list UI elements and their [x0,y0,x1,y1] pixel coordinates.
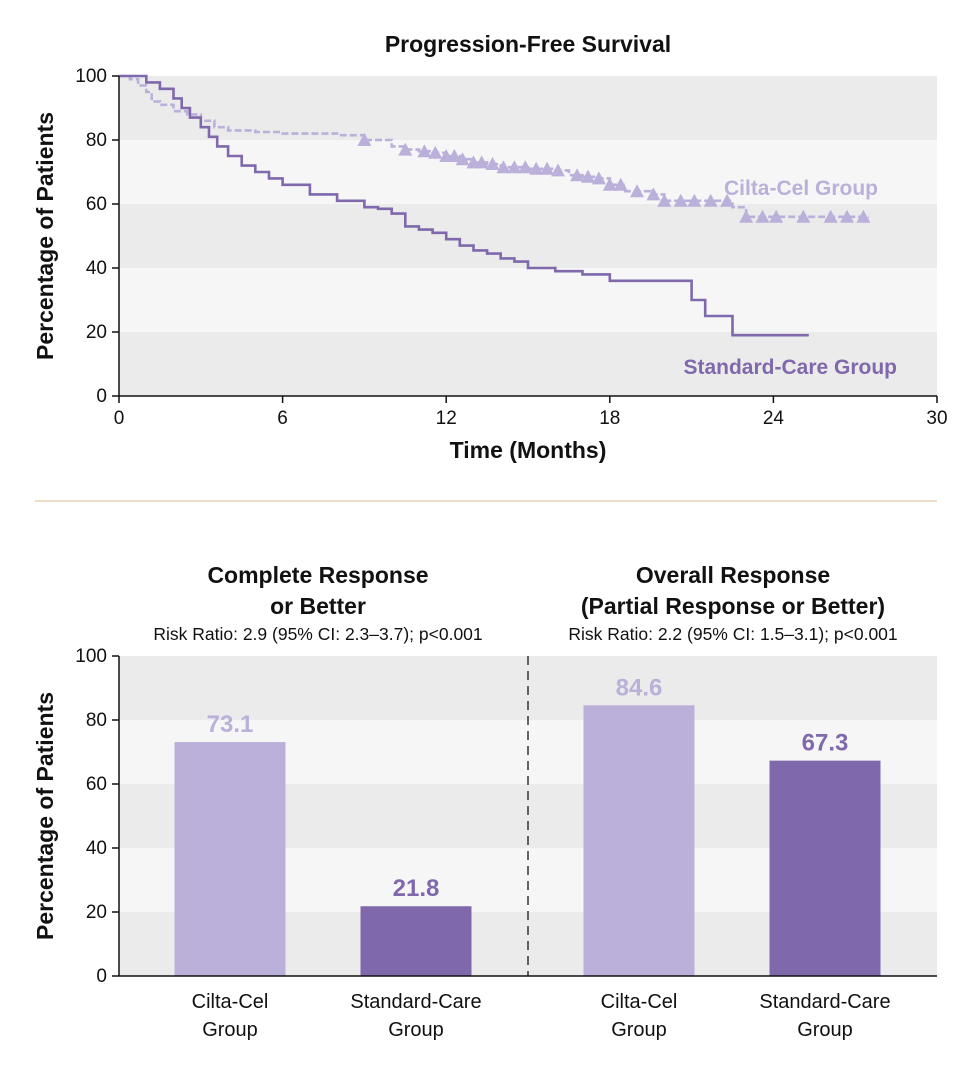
bar-marks: 73.1 21.8 84.6 67.3 [174,674,881,976]
pfs-xtick-label: 6 [277,408,288,429]
pfs-label-cilta: Cilta-Cel Group [724,177,878,200]
pfs-x-ticks: 0 6 12 18 24 30 [114,396,948,429]
pfs-censor-marker [739,209,754,223]
bar-category-label-line2: Group [202,1019,258,1041]
bar-ytick-label: 20 [86,902,107,923]
pfs-band-3 [119,268,937,332]
pfs-band-4 [119,332,937,396]
pfs-censor-marker [455,152,470,166]
bar-ytick-label: 60 [86,774,107,795]
pfs-censor-marker [840,209,855,223]
pfs-censor-marker [602,177,617,191]
pfs-xtick-label: 0 [114,408,125,429]
bar-y-ticks: 0 20 40 60 80 100 [75,646,119,987]
pfs-label-standard: Standard-Care Group [683,356,897,379]
pfs-xtick-label: 24 [763,408,785,429]
cr-bar-standard [360,906,472,976]
bar-category-label-line1: Cilta-Cel [192,991,269,1013]
bar-y-axis-label: Percentage of Patients [32,692,58,940]
bar-ytick-label: 100 [75,646,107,667]
cr-value-label-cilta: 73.1 [207,711,254,738]
pfs-ytick-label: 0 [96,386,107,407]
pfs-censor-marker [570,168,585,182]
cr-subtitle: Risk Ratio: 2.9 (95% CI: 2.3–3.7); p<0.0… [153,624,482,644]
response-chart: Complete Response or Better Risk Ratio: … [32,562,937,1041]
pfs-ytick-label: 60 [86,194,107,215]
pfs-ytick-label: 40 [86,258,107,279]
cr-title-line2: or Better [270,593,366,619]
or-bar-standard [769,760,881,976]
pfs-censor-marker [720,193,735,207]
pfs-censor-marker [474,155,489,169]
pfs-censor-marker [796,209,811,223]
pfs-band-0 [119,76,937,140]
cr-title-line1: Complete Response [207,562,428,588]
pfs-censor-marker [657,193,672,207]
pfs-background-bands [119,76,937,396]
pfs-censor-marker [591,171,606,185]
pfs-censor-marker [646,187,661,201]
bar-ytick-label: 80 [86,710,107,731]
pfs-band-2 [119,204,937,268]
or-value-label-cilta: 84.6 [616,674,663,701]
pfs-x-axis-label: Time (Months) [450,437,607,463]
pfs-censor-marker [613,177,628,191]
or-subtitle: Risk Ratio: 2.2 (95% CI: 1.5–3.1); p<0.0… [568,624,897,644]
pfs-series-group [119,74,871,337]
pfs-censor-marker [769,209,784,223]
pfs-title: Progression-Free Survival [385,31,671,57]
or-bar-cilta [583,705,695,976]
bar-category-label-line1: Standard-Care [350,991,481,1013]
pfs-censor-marker [703,193,718,207]
or-title-line2: (Partial Response or Better) [581,593,885,619]
pfs-ytick-label: 20 [86,322,107,343]
pfs-censor-marker [540,161,555,175]
pfs-censor-marker [485,157,500,170]
pfs-y-ticks: 0 20 40 60 80 100 [75,66,119,407]
pfs-ytick-label: 80 [86,130,107,151]
pfs-censor-marker [755,209,770,223]
or-title-line1: Overall Response [636,562,830,588]
bar-category-labels: Cilta-Cel Group Standard-Care Group Cilta-Ce… [192,991,891,1041]
pfs-line-standard [119,74,809,337]
bar-category-label-line1: Standard-Care [759,991,890,1013]
pfs-censor-marker [630,184,645,198]
pfs-xtick-label: 12 [436,408,457,429]
pfs-censor-marker [507,160,522,174]
pfs-censor-marker [496,160,511,174]
pfs-censor-marker [529,161,544,175]
pfs-censor-marker [856,209,871,223]
pfs-y-axis-label: Percentage of Patients [32,112,58,360]
or-value-label-standard: 67.3 [802,730,849,757]
bar-category-label-line2: Group [797,1019,853,1041]
pfs-censor-marker [823,209,838,223]
bar-category-label-line2: Group [611,1019,667,1041]
cr-bar-cilta [174,742,286,976]
pfs-censor-marker [428,145,443,159]
pfs-xtick-label: 18 [599,408,620,429]
pfs-censor-marker [550,163,565,177]
pfs-censor-marker [673,193,688,207]
pfs-censor-marker [447,149,462,162]
bar-ytick-label: 40 [86,838,107,859]
pfs-censor-marker [417,144,432,158]
pfs-censor-marker [357,133,372,146]
bar-category-label-line2: Group [388,1019,444,1041]
pfs-xtick-label: 30 [926,408,947,429]
pfs-ytick-label: 100 [75,66,107,87]
bar-ytick-label: 0 [96,966,107,987]
cr-value-label-standard: 21.8 [393,875,440,902]
pfs-censor-marker [518,160,533,174]
bar-category-label-line1: Cilta-Cel [601,991,678,1013]
pfs-censor-marker [687,193,702,207]
pfs-censor-marker [580,169,595,183]
pfs-censor-marker [398,142,413,156]
